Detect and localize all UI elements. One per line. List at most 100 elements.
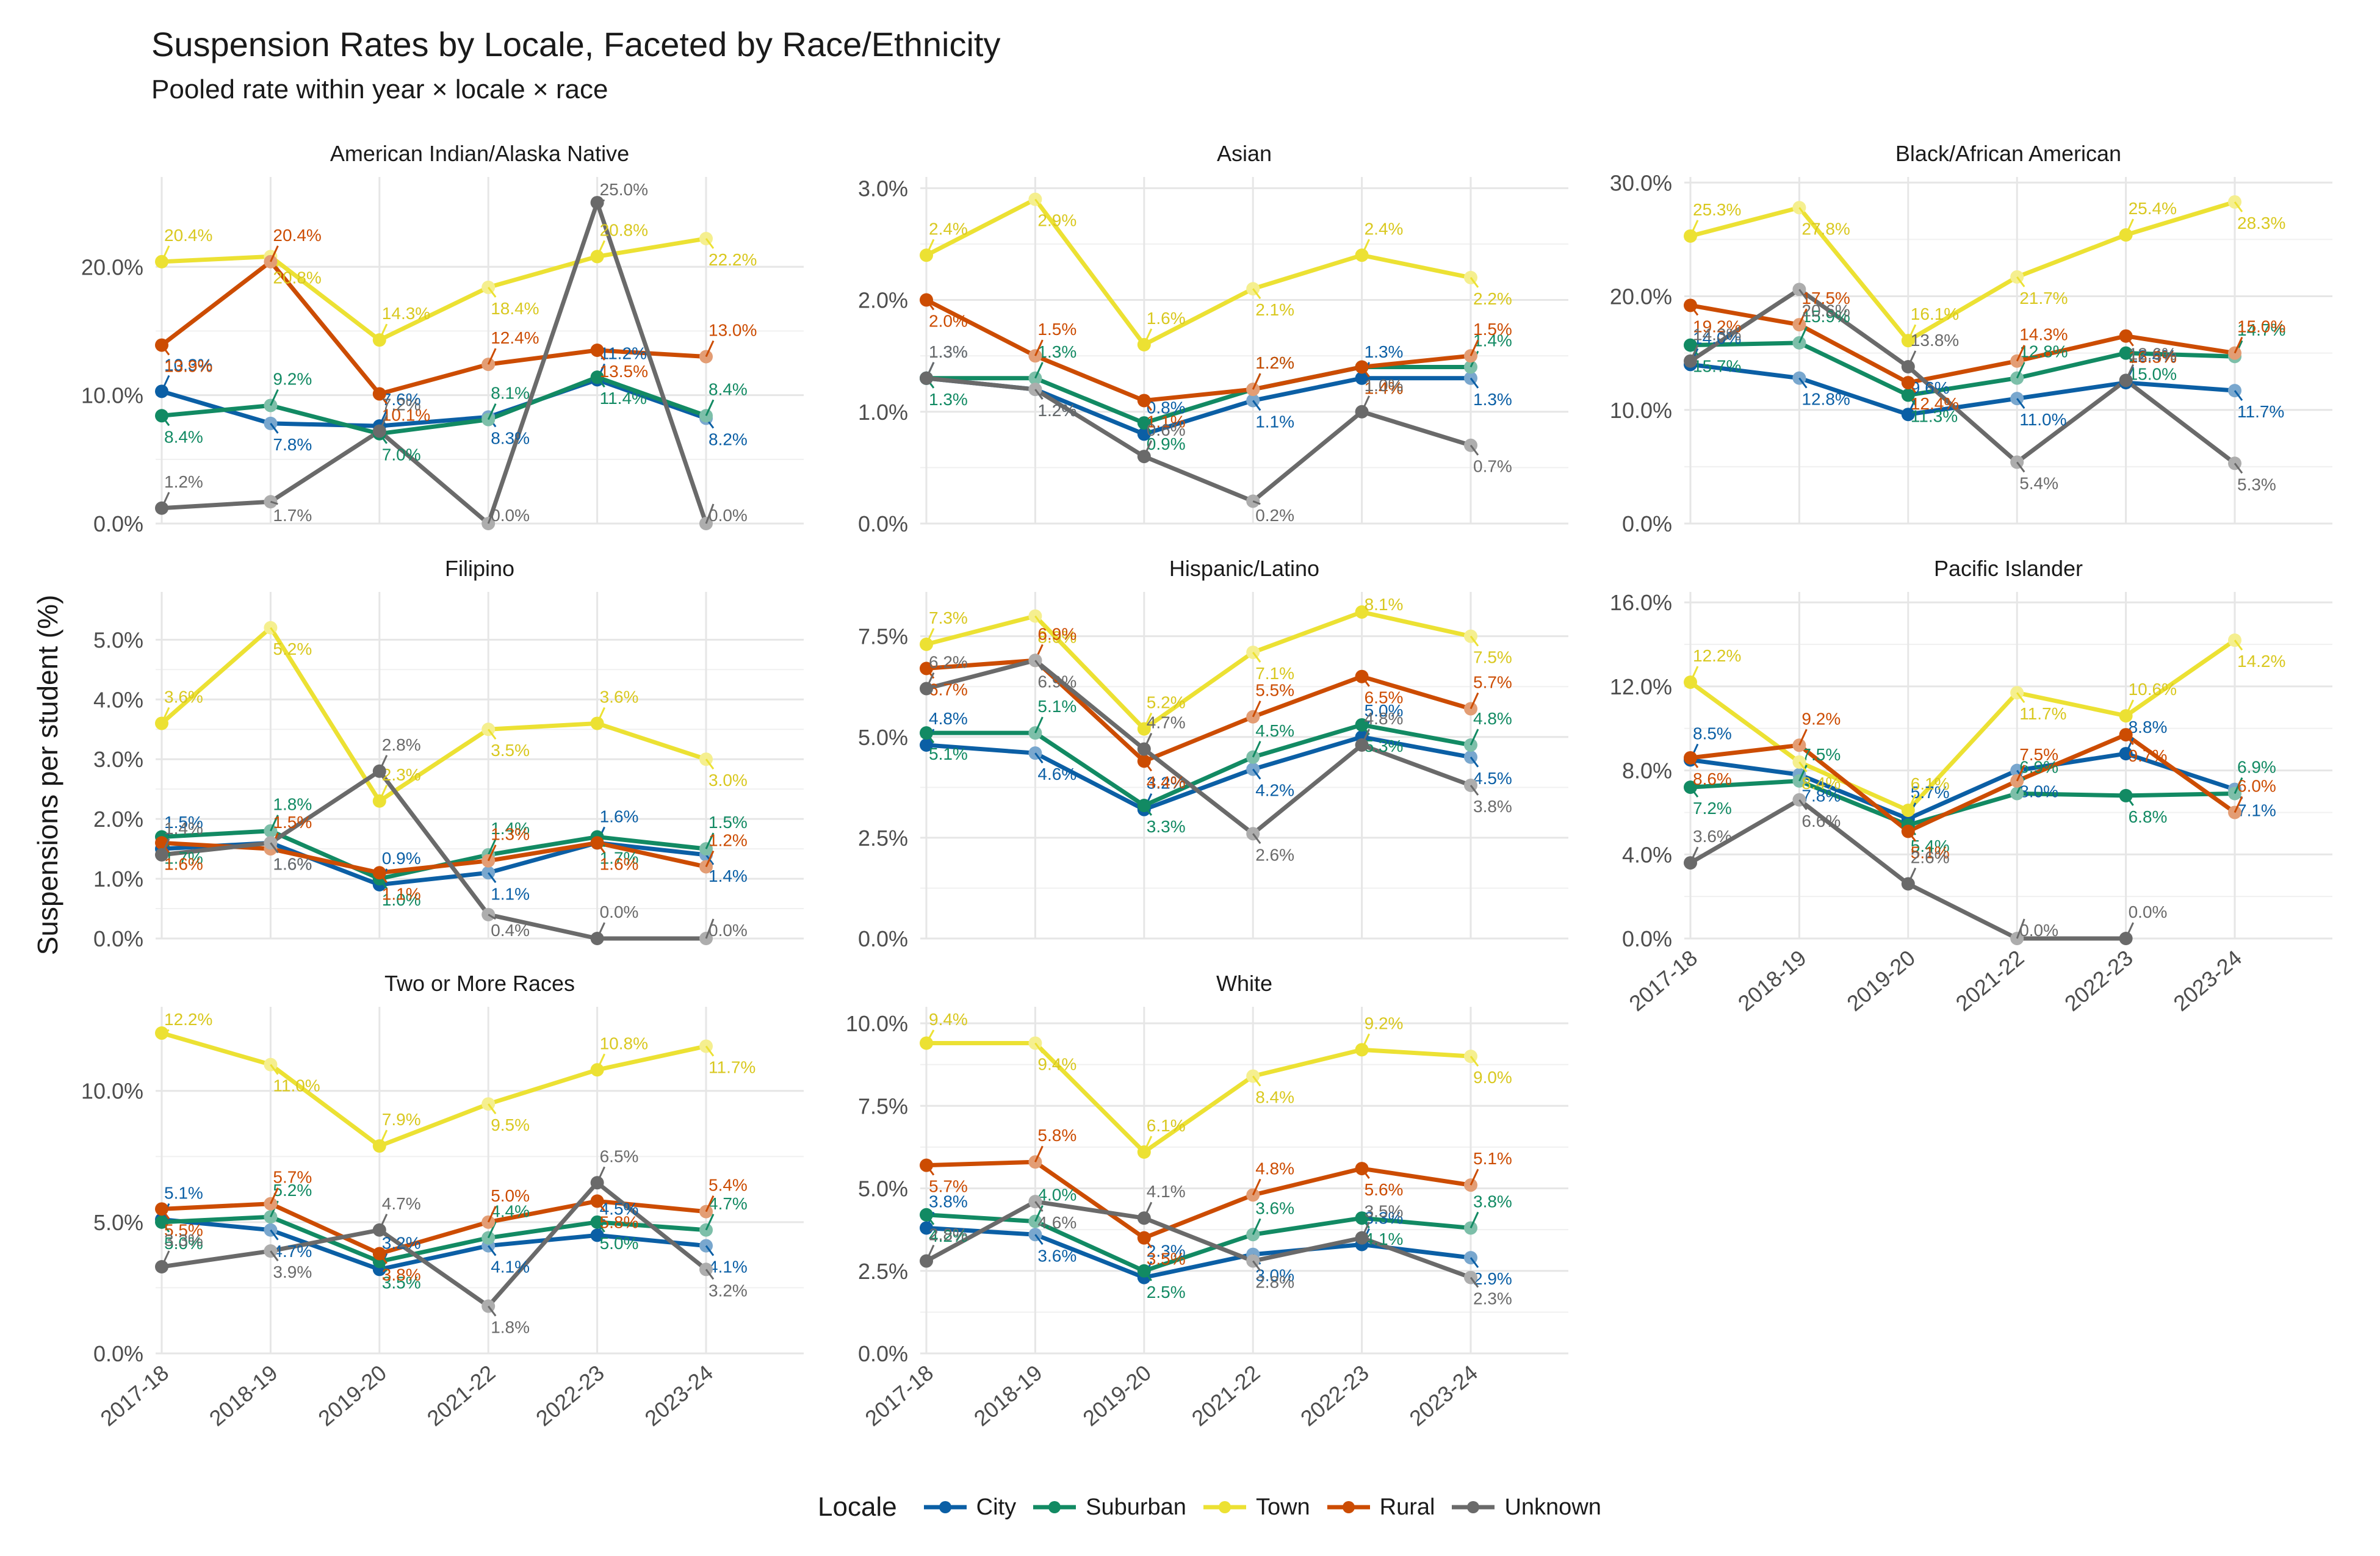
data-label: 2.9% bbox=[1037, 211, 1076, 230]
label-leader bbox=[1143, 805, 1153, 816]
label-leader bbox=[1143, 400, 1153, 411]
label-leader bbox=[2125, 737, 2134, 754]
data-label: 8.1% bbox=[1365, 595, 1404, 614]
y-tick-label: 5.0% bbox=[93, 1210, 143, 1235]
data-label: 25.3% bbox=[1693, 200, 1741, 219]
data-label: 5.7% bbox=[273, 1168, 312, 1187]
label-leader bbox=[1907, 830, 1917, 842]
label-leader bbox=[378, 1261, 388, 1272]
y-tick-label: 0.0% bbox=[1622, 926, 1672, 951]
data-label: 3.3% bbox=[1147, 817, 1186, 836]
data-label: 14.7% bbox=[2237, 320, 2285, 339]
label-leader bbox=[1252, 400, 1261, 411]
y-tick-label: 10.0% bbox=[1610, 398, 1672, 423]
data-label: 11.0% bbox=[2019, 410, 2066, 429]
label-leader bbox=[2234, 777, 2243, 794]
series-line-rural bbox=[159, 1198, 709, 1256]
data-label: 5.7% bbox=[1473, 673, 1512, 692]
data-label: 1.6% bbox=[164, 854, 203, 873]
data-label: 4.6% bbox=[1037, 765, 1076, 783]
label-leader bbox=[1469, 635, 1479, 647]
label-leader bbox=[596, 842, 605, 854]
x-tick-label: 2022-23 bbox=[2060, 945, 2138, 1016]
label-leader bbox=[2125, 734, 2134, 745]
label-leader bbox=[378, 1129, 388, 1147]
label-leader bbox=[160, 245, 170, 262]
data-label: 5.5% bbox=[1255, 681, 1294, 700]
data-label: 2.6% bbox=[1911, 848, 1950, 866]
x-tick-label: 2023-24 bbox=[1405, 1360, 1483, 1431]
data-label: 16.1% bbox=[1911, 304, 1959, 323]
label-leader bbox=[2125, 364, 2134, 381]
y-tick-label: 3.0% bbox=[858, 176, 908, 201]
label-leader bbox=[161, 1029, 170, 1034]
label-leader bbox=[1361, 1222, 1370, 1239]
label-leader bbox=[1798, 289, 1808, 300]
label-leader bbox=[2016, 398, 2025, 409]
series-line-town bbox=[924, 1041, 1473, 1154]
chart-subtitle: Pooled rate within year × locale × race bbox=[151, 74, 608, 104]
label-leader bbox=[1798, 207, 1808, 218]
data-label: 3.2% bbox=[709, 1281, 748, 1300]
x-tick-label: 2021-22 bbox=[1951, 945, 2029, 1016]
data-label: 6.1% bbox=[1147, 1116, 1186, 1135]
y-tick-label: 5.0% bbox=[858, 1176, 908, 1201]
label-leader bbox=[2016, 276, 2025, 287]
data-label: 14.0% bbox=[1693, 328, 1741, 347]
series-line-unknown bbox=[159, 769, 709, 941]
data-label: 3.3% bbox=[1365, 1208, 1404, 1227]
series-line-unknown bbox=[924, 376, 1473, 503]
y-tick-label: 0.0% bbox=[858, 926, 908, 951]
data-label: 6.1% bbox=[1911, 774, 1950, 793]
data-label: 1.3% bbox=[929, 342, 968, 361]
label-leader bbox=[2234, 337, 2243, 354]
label-leader bbox=[1689, 787, 1699, 798]
data-label: 10.8% bbox=[600, 1034, 648, 1053]
data-label: 3.5% bbox=[491, 741, 530, 760]
data-label: 27.8% bbox=[1801, 219, 1850, 238]
label-leader bbox=[1143, 760, 1153, 772]
data-label: 4.5% bbox=[1473, 769, 1512, 788]
label-leader bbox=[925, 362, 935, 379]
data-label: 8.1% bbox=[491, 384, 530, 403]
data-label: 14.3% bbox=[382, 304, 430, 323]
data-label: 20.6% bbox=[1801, 301, 1850, 320]
label-leader bbox=[2125, 922, 2134, 939]
label-leader bbox=[1469, 1257, 1479, 1269]
data-label: 20.4% bbox=[164, 226, 212, 245]
data-label: 9.6% bbox=[1911, 378, 1950, 397]
label-leader bbox=[270, 627, 279, 638]
data-label: 5.4% bbox=[2019, 474, 2058, 492]
data-label: 13.8% bbox=[1911, 331, 1959, 350]
data-label: 15.0% bbox=[2129, 365, 2177, 384]
label-leader bbox=[270, 500, 278, 505]
label-leader bbox=[1798, 377, 1808, 389]
label-leader bbox=[378, 878, 388, 889]
panel-title: Two or More Races bbox=[384, 971, 575, 996]
data-label: 5.1% bbox=[1037, 697, 1076, 716]
data-label: 4.1% bbox=[1365, 1230, 1404, 1248]
data-label: 3.6% bbox=[164, 687, 203, 706]
data-label: 2.2% bbox=[1473, 289, 1512, 308]
data-label: 1.8% bbox=[273, 795, 312, 814]
x-tick-label: 2019-20 bbox=[1842, 945, 1920, 1016]
legend-swatch bbox=[1452, 1501, 1495, 1513]
y-tick-label: 4.0% bbox=[93, 687, 143, 712]
data-label: 1.2% bbox=[1255, 353, 1294, 372]
data-label: 0.0% bbox=[600, 902, 639, 921]
data-label: 6.2% bbox=[929, 653, 968, 672]
y-tick-label: 10.0% bbox=[81, 383, 143, 408]
label-leader bbox=[1034, 615, 1044, 627]
label-leader bbox=[1798, 761, 1808, 773]
label-leader bbox=[705, 1245, 715, 1256]
legend-item-town: Town bbox=[1203, 1494, 1310, 1521]
legend-label: Rural bbox=[1379, 1494, 1435, 1520]
data-label: 9.2% bbox=[1365, 1014, 1404, 1032]
x-tick-label: 2022-23 bbox=[1296, 1360, 1374, 1431]
data-label: 4.8% bbox=[1365, 709, 1404, 728]
series-line-city bbox=[1688, 751, 2237, 821]
label-leader bbox=[160, 1208, 170, 1220]
data-label: 7.3% bbox=[929, 608, 968, 627]
data-label: 12.2% bbox=[164, 1010, 212, 1029]
